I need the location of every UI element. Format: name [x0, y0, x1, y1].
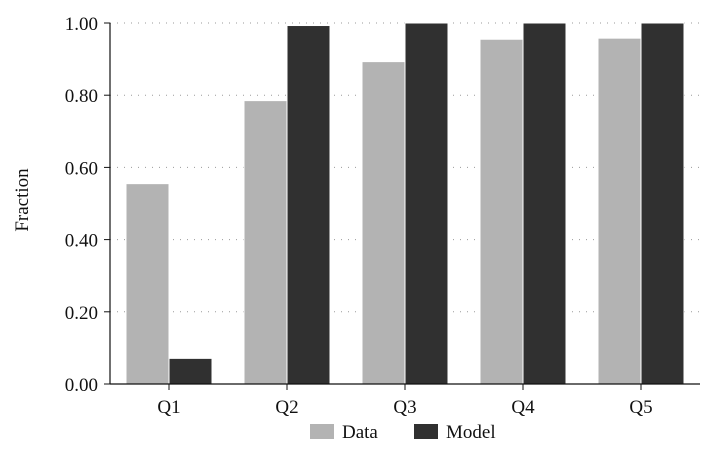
- bar-model-q1: [168, 357, 213, 385]
- bar-model-q5: [640, 22, 685, 385]
- bar-model-q2: [286, 25, 331, 385]
- legend: Data Model: [310, 422, 496, 443]
- bar-model-q3: [404, 22, 449, 385]
- x-tick-label-1: Q2: [275, 397, 298, 418]
- x-tick-label-0: Q1: [157, 397, 180, 418]
- y-tick-label-0: 0.00: [65, 375, 98, 396]
- y-tick-label-3: 0.60: [65, 158, 98, 179]
- x-tick-label-2: Q3: [393, 397, 416, 418]
- bar-model-q4: [522, 22, 567, 385]
- axes-layer: Q1 Q2 Q3 Q4 Q5 0.00 0.20 0.40 0.60 0.80 1.00: [65, 14, 700, 418]
- bar-data-q4: [479, 38, 524, 385]
- legend-label-model: Model: [446, 422, 496, 443]
- bar-data-q3: [361, 61, 406, 385]
- bar-data-q2: [243, 100, 288, 385]
- legend-swatch-data: [310, 424, 334, 439]
- bars-layer: [125, 22, 685, 385]
- legend-swatch-model: [414, 424, 438, 439]
- legend-label-data: Data: [342, 422, 378, 443]
- y-tick-label-1: 0.20: [65, 303, 98, 324]
- bar-data-q1: [125, 183, 170, 385]
- x-tick-label-4: Q5: [629, 397, 652, 418]
- y-tick-label-4: 0.80: [65, 86, 98, 107]
- x-tick-label-3: Q4: [511, 397, 535, 418]
- y-axis-label: Fraction: [12, 168, 33, 232]
- y-tick-label-2: 0.40: [65, 231, 98, 252]
- y-tick-label-5: 1.00: [65, 14, 98, 35]
- bar-data-q5: [597, 37, 642, 385]
